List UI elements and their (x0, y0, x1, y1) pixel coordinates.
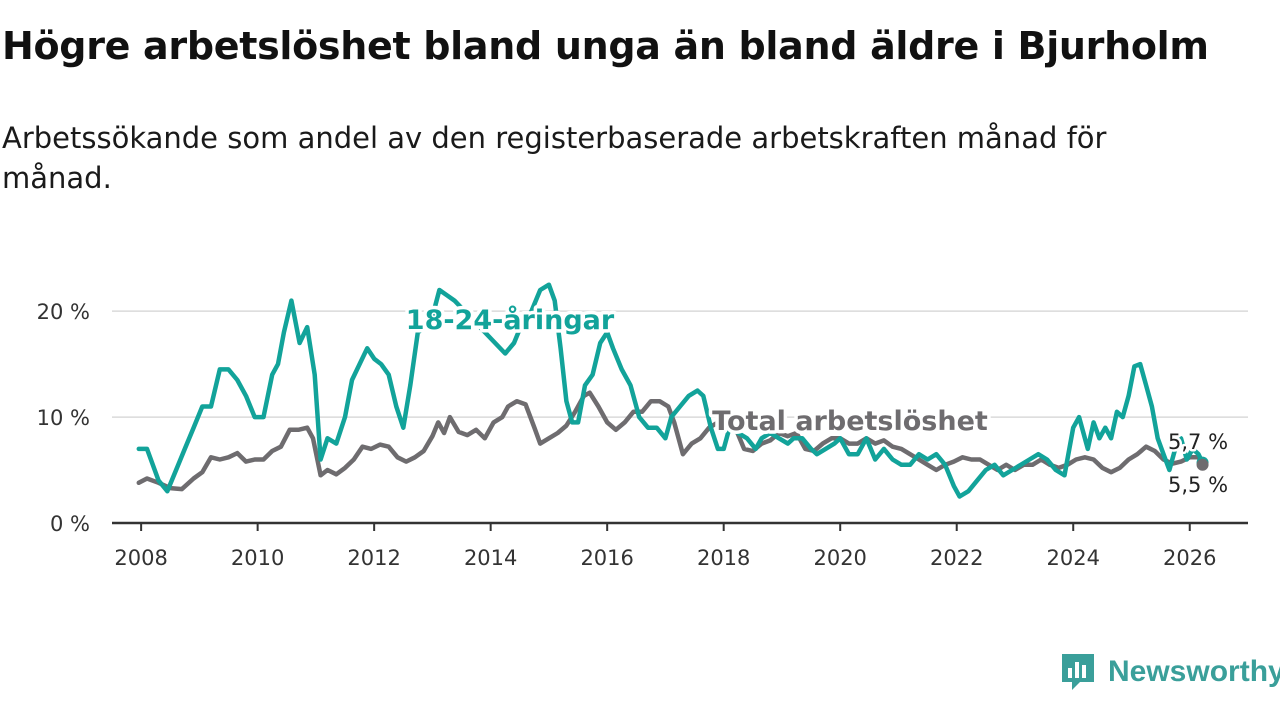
end-value-label-total: 5,5 % (1168, 473, 1228, 497)
newsworthy-logo-icon (1062, 654, 1094, 690)
x-tick-label: 2020 (813, 546, 866, 570)
x-tick-label: 2012 (347, 546, 400, 570)
brand-logo: Newsworthy (1060, 652, 1280, 692)
x-tick-label: 2024 (1047, 546, 1100, 570)
end-value-label-youth: 5,7 % (1168, 430, 1228, 454)
series-line-total (136, 390, 1205, 492)
brand-name: Newsworthy (1108, 655, 1280, 688)
x-tick-label: 2026 (1163, 546, 1216, 570)
y-tick-label: 10 % (37, 406, 90, 430)
series-label-total: Total arbetslöshet (712, 406, 988, 437)
x-tick-label: 2014 (464, 546, 517, 570)
chart-subtitle: Arbetssökande som andel av den registerb… (2, 121, 1107, 195)
series-label-youth: 18-24-åringar (406, 304, 615, 336)
chart-title: Högre arbetslöshet bland unga än bland ä… (2, 24, 1209, 68)
x-tick-label: 2022 (930, 546, 983, 570)
y-tick-label: 20 % (37, 300, 90, 324)
x-tick-label: 2016 (580, 546, 633, 570)
x-tick-label: 2010 (231, 546, 284, 570)
y-tick-label: 0 % (50, 512, 90, 536)
series-line-youth (136, 282, 1205, 499)
x-tick-label: 2018 (697, 546, 750, 570)
x-tick-label: 2008 (114, 546, 167, 570)
end-marker-total (1196, 458, 1209, 471)
